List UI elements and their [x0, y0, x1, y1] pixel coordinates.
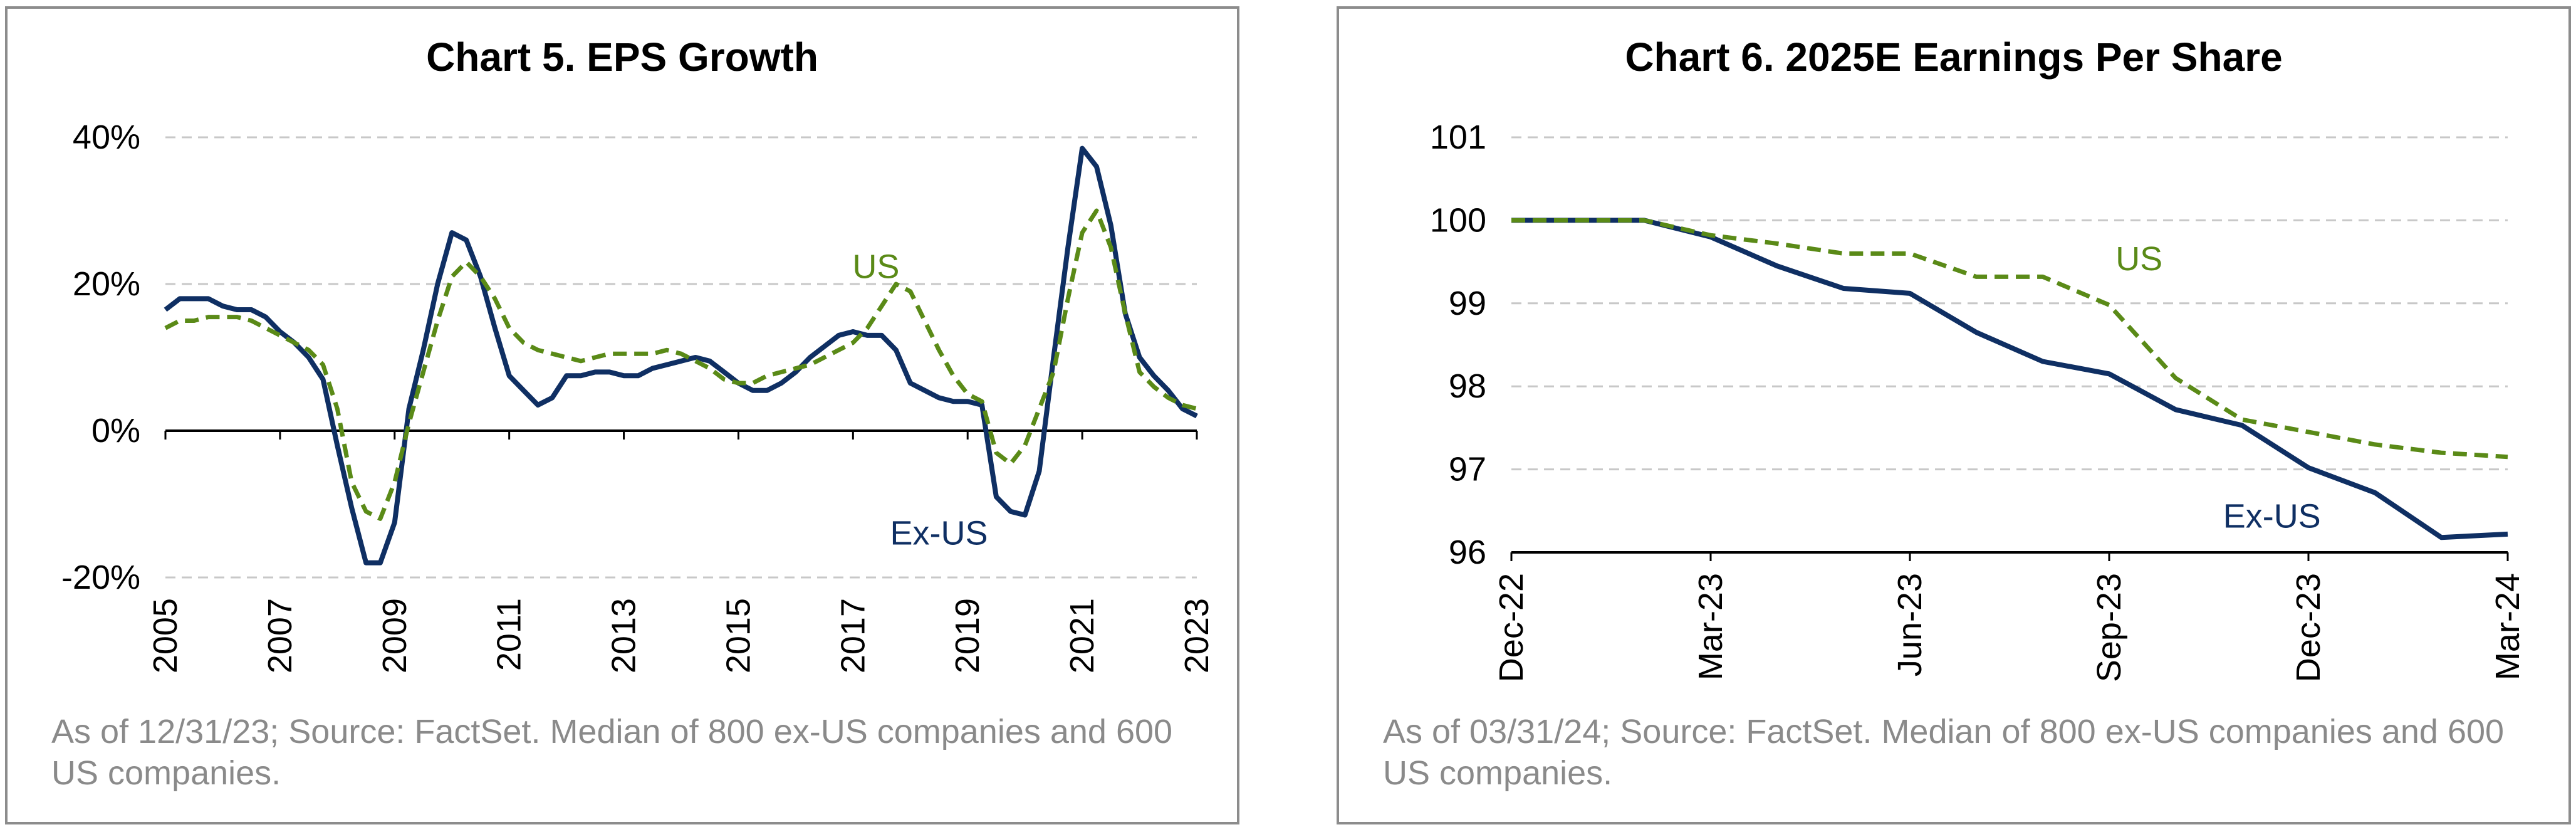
ex-us-series-label: Ex-US — [890, 514, 988, 552]
y-tick-label: 40% — [73, 118, 140, 156]
x-tick-label: 2015 — [719, 598, 757, 673]
y-tick-label: 97 — [1449, 451, 1486, 488]
x-tick-label: Mar-24 — [2489, 573, 2526, 680]
x-tick-label: 2005 — [147, 598, 184, 673]
y-tick-label: 101 — [1430, 118, 1486, 156]
chart-6-title: Chart 6. 2025E Earnings Per Share — [1625, 34, 2283, 80]
x-tick-label: 2011 — [491, 598, 528, 671]
y-tick-label: 98 — [1449, 367, 1486, 405]
us-series-line — [1511, 218, 2508, 460]
chart-5-source-note: As of 12/31/23; Source: FactSet. Median … — [51, 713, 1173, 792]
y-tick-label: 20% — [73, 265, 140, 303]
y-tick-label: 0% — [91, 412, 140, 450]
x-tick-label: 2023 — [1178, 598, 1216, 673]
y-tick-label: 99 — [1449, 285, 1486, 322]
x-tick-label: Mar-23 — [1692, 573, 1729, 680]
chart-5-plot: 40% 20% 0% -20%2005 2007 2009 2011 2013 2015 2017… — [61, 118, 1216, 673]
y-tick-label: -20% — [61, 559, 140, 596]
x-tick-label: Jun-23 — [1891, 573, 1929, 677]
us-series-line — [164, 208, 1197, 521]
chart-5-panel: Chart 5. EPS Growth 40% 20% 0% -20% 2005 2007… — [5, 6, 1239, 824]
y-tick-label: 100 — [1430, 201, 1486, 239]
chart-5-title: Chart 5. EPS Growth — [426, 34, 818, 80]
y-tick-label: 96 — [1449, 534, 1486, 571]
x-tick-label: 2021 — [1063, 598, 1101, 673]
chart-6-panel: Chart 6. 2025E Earnings Per Share 101 100… — [1337, 6, 2571, 824]
chart-6-source-note: As of 03/31/24; Source: FactSet. Median … — [1383, 713, 2505, 792]
x-tick-label: 2009 — [376, 598, 414, 673]
x-tick-label: Sep-23 — [2090, 573, 2128, 682]
ex-us-series-line — [1511, 218, 2508, 540]
ex-us-series-label: Ex-US — [2223, 497, 2321, 535]
x-tick-label: 2017 — [834, 598, 872, 673]
x-tick-label: 2019 — [949, 598, 986, 673]
x-tick-label: Dec-23 — [2290, 573, 2327, 682]
ex-us-series-line — [164, 145, 1198, 566]
x-tick-label: 2013 — [605, 598, 643, 673]
us-series-label: US — [2115, 240, 2162, 278]
x-tick-label: 2007 — [261, 598, 299, 673]
x-tick-label: Dec-22 — [1493, 573, 1530, 682]
us-series-label: US — [852, 248, 899, 286]
